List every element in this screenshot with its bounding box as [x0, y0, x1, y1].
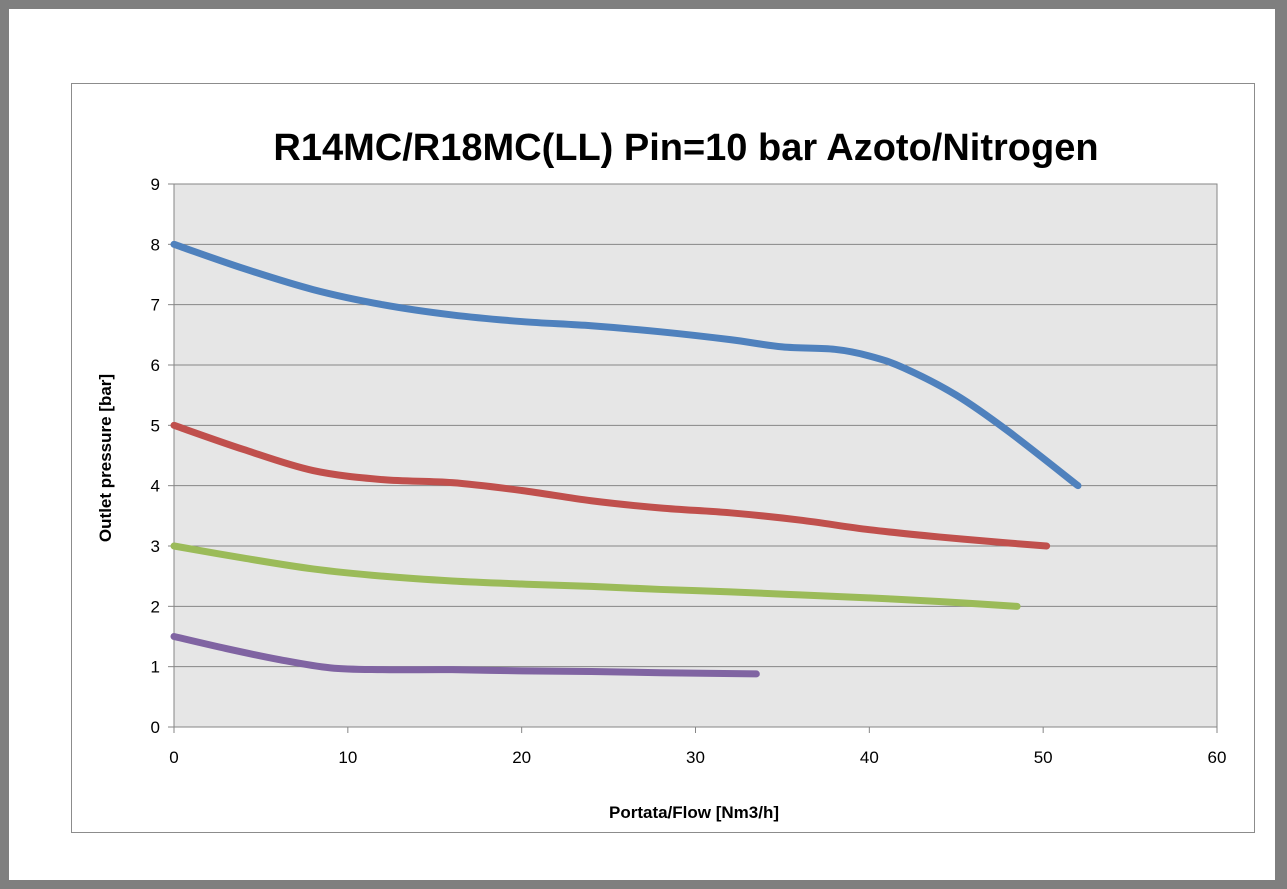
x-tick-label: 20: [512, 748, 531, 767]
chart-area: R14MC/R18MC(LL) Pin=10 bar Azoto/Nitroge…: [71, 83, 1255, 833]
x-tick-label: 10: [338, 748, 357, 767]
plot-area: [173, 183, 1218, 728]
y-tick-label: 4: [151, 477, 160, 496]
series-line-2: [170, 421, 1051, 550]
y-tick-label: 2: [151, 597, 160, 616]
series-line-1: [170, 240, 1082, 490]
line-chart: R14MC/R18MC(LL) Pin=10 bar Azoto/Nitroge…: [96, 127, 1227, 822]
y-tick-label: 3: [151, 537, 160, 556]
chart-title: R14MC/R18MC(LL) Pin=10 bar Azoto/Nitroge…: [273, 127, 1098, 169]
x-tick-label: 0: [169, 748, 178, 767]
y-tick-label: 8: [151, 235, 160, 254]
x-tick-label: 40: [860, 748, 879, 767]
y-tick-label: 7: [151, 296, 160, 315]
y-tick-label: 9: [151, 175, 160, 194]
chart-frame: R14MC/R18MC(LL) Pin=10 bar Azoto/Nitroge…: [9, 9, 1275, 880]
x-tick-label: 60: [1208, 748, 1227, 767]
series-line-4: [170, 633, 760, 678]
x-axis-title: Portata/Flow [Nm3/h]: [609, 803, 779, 822]
y-axis-title: Outlet pressure [bar]: [96, 374, 115, 542]
y-tick-label: 6: [151, 356, 160, 375]
x-tick-label: 50: [1034, 748, 1053, 767]
series-line-3: [170, 542, 1021, 610]
y-tick-label: 1: [151, 658, 160, 677]
y-tick-label: 0: [151, 718, 160, 737]
y-tick-label: 5: [151, 416, 160, 435]
x-tick-label: 30: [686, 748, 705, 767]
